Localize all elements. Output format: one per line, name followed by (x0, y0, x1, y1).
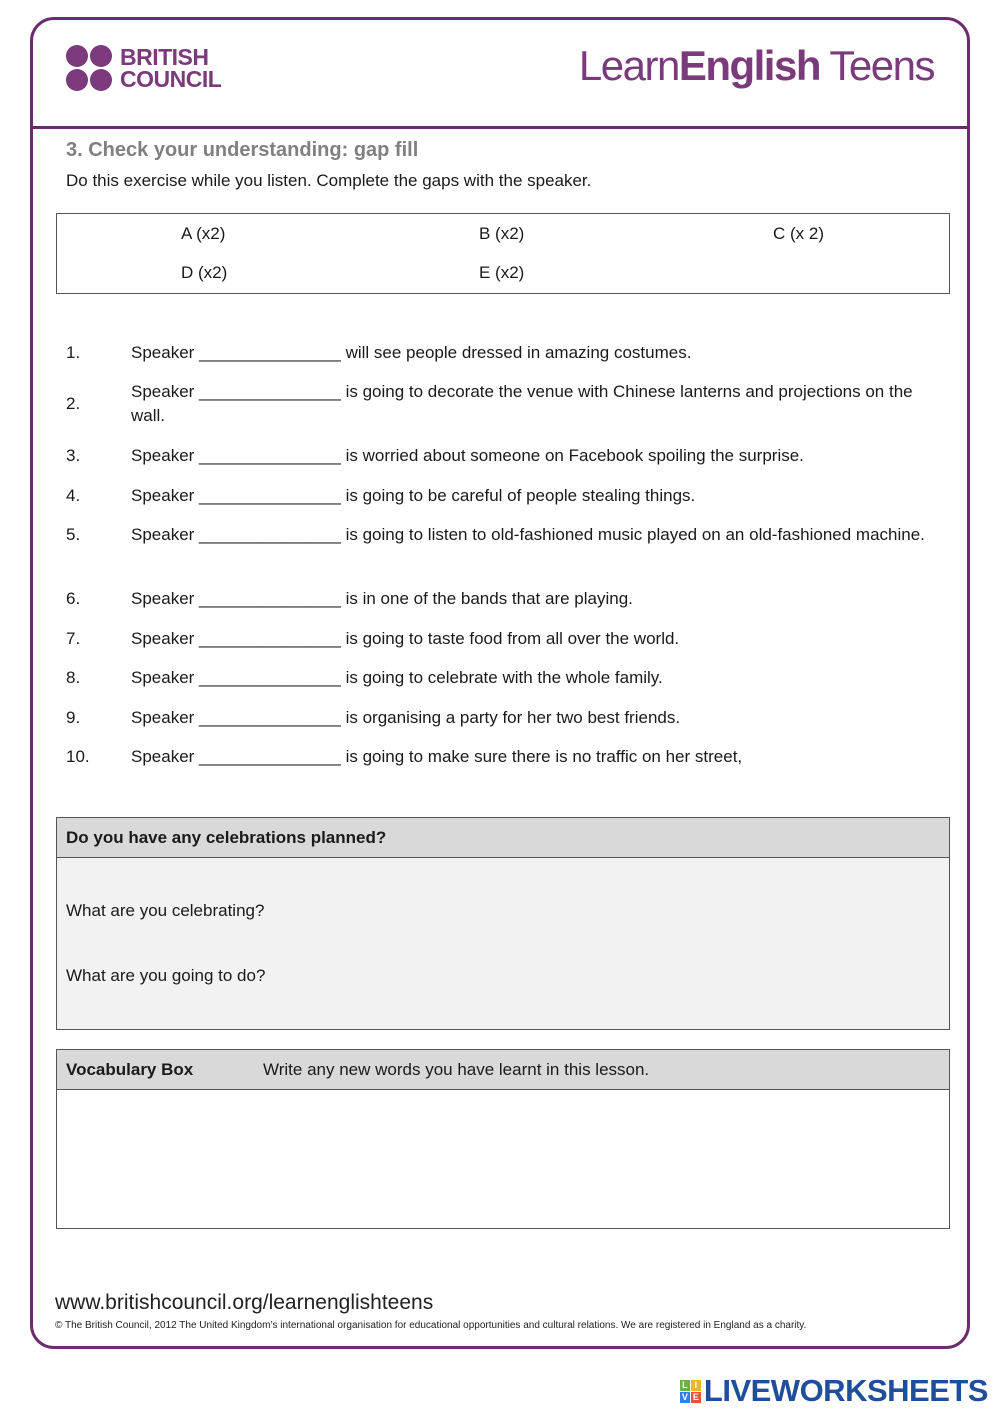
item-number: 6. (66, 589, 81, 608)
section-title: 3. Check your understanding: gap fill (66, 139, 419, 161)
gap-fill-item: 3. Speaker _______________ is worried abo… (66, 444, 936, 468)
item-number: 1. (66, 343, 81, 362)
gap-fill-item: 9. Speaker _______________ is organising … (66, 706, 936, 730)
option: D (x2) (181, 263, 228, 282)
item-text: Speaker _______________ is going to be c… (131, 486, 696, 505)
item-text: Speaker _______________ is in one of the… (131, 589, 633, 608)
item-number: 5. (66, 525, 81, 544)
option: E (x2) (479, 263, 525, 282)
logo-dots-icon (66, 45, 112, 91)
logo-text-line2: COUNCIL (120, 66, 222, 92)
instruction: Do this exercise while you listen. Compl… (66, 171, 592, 190)
celebrations-heading: Do you have any celebrations planned? (66, 828, 387, 847)
item-text: Speaker _______________ is worried about… (131, 446, 804, 465)
item-text: Speaker _______________ will see people … (131, 343, 692, 362)
item-number: 10. (66, 747, 90, 766)
gap-fill-item: 10. Speaker _______________ is going to m… (66, 745, 936, 769)
item-number: 7. (66, 629, 81, 648)
item-number: 2. (66, 394, 81, 413)
question-going-to-do: What are you going to do? (66, 966, 266, 985)
options-box: A (x2) B (x2) C (x 2) D (x2) E (x2) (56, 213, 950, 294)
logo-text-line1: BRITISH (120, 44, 209, 70)
item-text: Speaker _______________ is organising a … (131, 708, 681, 727)
vocab-instruction: Write any new words you have learnt in t… (263, 1060, 650, 1079)
gap-fill-item: 4. Speaker _______________ is going to be… (66, 484, 936, 508)
question-celebrating: What are you celebrating? (66, 901, 265, 920)
item-text: Speaker _______________ is going to make… (131, 747, 743, 766)
gap-fill-item: 2. Speaker _______________ is going to de… (66, 380, 936, 428)
item-text: Speaker _______________ is going to list… (131, 525, 925, 544)
learnenglish-teens-logo: LearnEnglish Teens (578, 42, 936, 89)
gap-fill-item: 7. Speaker _______________ is going to ta… (66, 627, 936, 651)
option: A (x2) (181, 224, 226, 243)
gap-fill-item: 1. Speaker _______________ will see peopl… (66, 341, 936, 365)
footer-url[interactable]: www.britishcouncil.org/learnenglishteens (55, 1291, 434, 1314)
item-number: 4. (66, 486, 81, 505)
british-council-logo: BRITISH COUNCIL (66, 44, 222, 92)
vocabulary-box: Vocabulary Box Write any new words you ha… (56, 1049, 950, 1229)
vocab-heading: Vocabulary Box (66, 1060, 194, 1079)
footer-copyright: © The British Council, 2012 The United K… (55, 1320, 807, 1331)
page-frame (30, 17, 970, 1349)
option: C (x 2) (773, 224, 824, 243)
header-divider (30, 126, 970, 129)
gap-fill-item: 8. Speaker _______________ is going to ce… (66, 666, 936, 690)
item-number: 3. (66, 446, 81, 465)
item-text: Speaker _______________ is going to cele… (131, 668, 663, 687)
item-text: Speaker _______________ is going to deco… (131, 382, 913, 425)
option: B (x2) (479, 224, 525, 243)
item-number: 9. (66, 708, 81, 727)
item-text: Speaker _______________ is going to tast… (131, 629, 680, 648)
celebrations-box: Do you have any celebrations planned? Wh… (56, 817, 950, 1030)
liveworksheets-text: LIVEWORKSHEETS (703, 1373, 989, 1408)
item-number: 8. (66, 668, 81, 687)
gap-fill-item: 6. Speaker _______________ is in one of t… (66, 587, 936, 611)
gap-fill-item: 5. Speaker _______________ is going to li… (66, 523, 936, 547)
